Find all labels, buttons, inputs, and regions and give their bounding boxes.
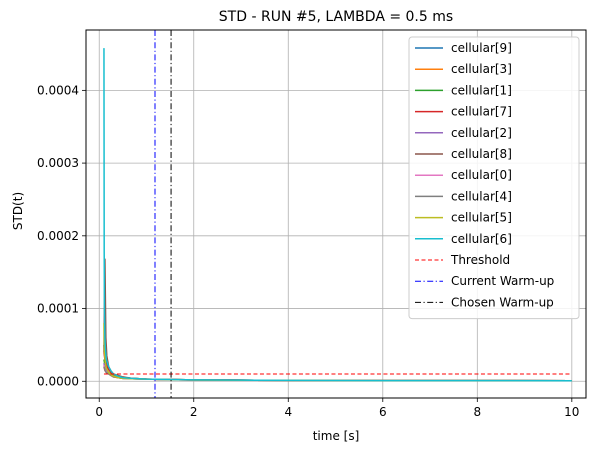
x-tick-label: 6 xyxy=(379,405,387,419)
legend-label: cellular[6] xyxy=(451,232,512,246)
legend-label: cellular[0] xyxy=(451,168,512,182)
x-tick-label: 8 xyxy=(473,405,481,419)
x-tick-label: 0 xyxy=(95,405,103,419)
x-tick-label: 2 xyxy=(190,405,198,419)
y-tick-label: 0.0002 xyxy=(37,229,79,243)
x-tick-label: 10 xyxy=(564,405,579,419)
legend-label: Chosen Warm-up xyxy=(451,295,554,309)
series-lines xyxy=(103,30,572,398)
legend-label: cellular[8] xyxy=(451,147,512,161)
y-tick-label: 0.0001 xyxy=(37,302,79,316)
x-axis-title: time [s] xyxy=(313,429,360,443)
legend-label: cellular[5] xyxy=(451,211,512,225)
legend-label: cellular[4] xyxy=(451,189,512,203)
legend-label: cellular[3] xyxy=(451,62,512,76)
chart-title: STD - RUN #5, LAMBDA = 0.5 ms xyxy=(219,9,453,25)
y-axis-title: STD(t) xyxy=(11,192,25,230)
legend-box xyxy=(408,36,580,320)
series-line-cellular-6 xyxy=(103,48,572,382)
legend-label: Current Warm-up xyxy=(451,274,554,288)
legend-label: Threshold xyxy=(450,253,510,267)
axes-frame xyxy=(85,29,587,399)
legend-label: cellular[2] xyxy=(451,126,512,140)
x-tick-label: 4 xyxy=(284,405,292,419)
legend-label: cellular[9] xyxy=(451,41,512,55)
y-tick-label: 0.0004 xyxy=(37,83,79,97)
legend: cellular[9] cellular[3] cellular[1] cellula… xyxy=(408,36,580,320)
legend-label: cellular[7] xyxy=(451,105,512,119)
axis-ticks: 0 2 4 6 8 10 0.0000 0.0001 0.0002 0.0003 0.0004 xyxy=(37,83,579,419)
y-tick-label: 0.0000 xyxy=(37,374,79,388)
y-tick-label: 0.0003 xyxy=(37,156,79,170)
legend-label: cellular[1] xyxy=(451,83,512,97)
